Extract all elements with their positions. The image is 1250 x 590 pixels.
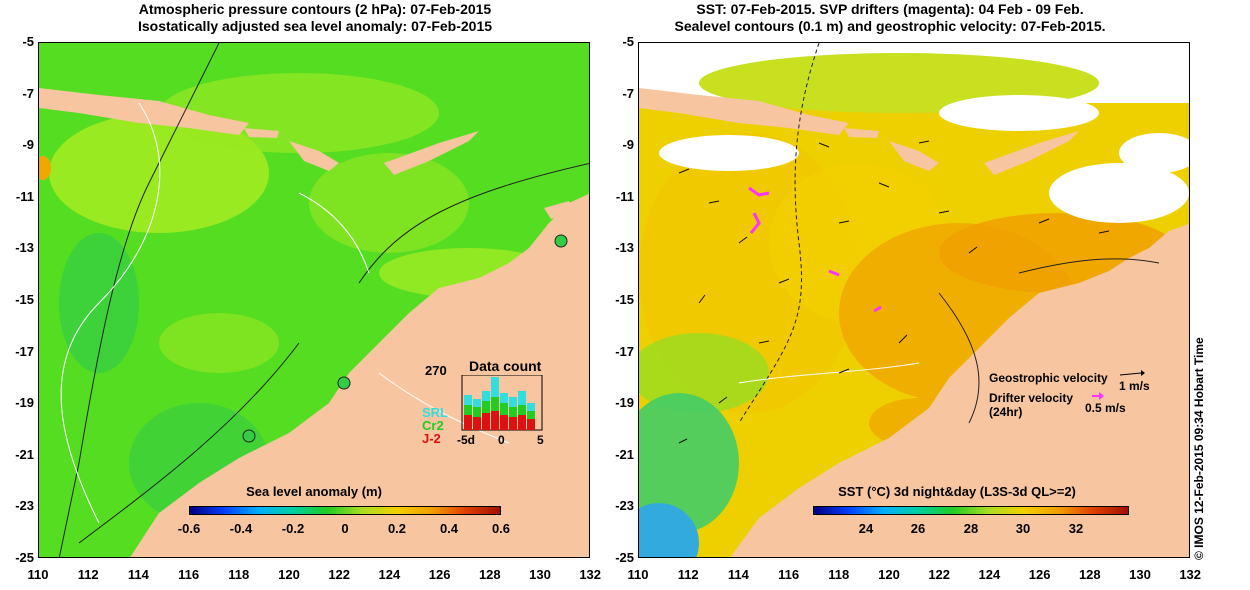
data-count-inset: 270 Data count SRL Cr2 J-2 -5d 0 5 bbox=[417, 355, 577, 465]
left-x-tick: 120 bbox=[278, 567, 300, 582]
right-y-tick: -21 bbox=[615, 446, 634, 462]
right-x-tick: 114 bbox=[727, 567, 749, 582]
sst-map[interactable]: Geostrophic velocity 1 m/s Drifter veloc… bbox=[638, 42, 1190, 558]
left-x-tick: 118 bbox=[228, 567, 250, 582]
satellite-srl-label: SRL bbox=[422, 405, 448, 420]
left-y-tick: -23 bbox=[15, 498, 34, 514]
left-x-tick: 122 bbox=[328, 567, 351, 582]
left-x-tick: 124 bbox=[378, 567, 401, 582]
left-x-tick: 112 bbox=[77, 567, 99, 582]
right-y-tick: -23 bbox=[615, 498, 634, 514]
satellite-j2-label: J-2 bbox=[422, 431, 441, 446]
right-y-tick: -19 bbox=[615, 395, 634, 411]
data-count-max: 270 bbox=[425, 363, 447, 378]
geostrophic-velocity-arrows bbox=[678, 140, 1110, 444]
left-y-tick: -19 bbox=[15, 395, 34, 411]
left-x-tick: 110 bbox=[27, 567, 49, 582]
right-title-line1: SST: 07-Feb-2015. SVP drifters (magenta)… bbox=[696, 1, 1084, 17]
drifter-velocity-label: Drifter velocity bbox=[989, 391, 1074, 405]
left-x-tick: 114 bbox=[127, 567, 149, 582]
sla-cbar-tick: 0.6 bbox=[491, 521, 511, 536]
sst-cbar-tick: 24 bbox=[858, 521, 874, 536]
data-count-xtick-start: -5d bbox=[457, 433, 475, 447]
right-x-tick: 116 bbox=[778, 567, 800, 582]
left-y-tick: -13 bbox=[15, 240, 34, 256]
sst-cbar-tick: 32 bbox=[1068, 521, 1084, 536]
data-count-title: Data count bbox=[469, 358, 542, 374]
data-count-histogram bbox=[461, 375, 543, 431]
right-map-title: SST: 07-Feb-2015. SVP drifters (magenta)… bbox=[610, 1, 1170, 35]
geostrophic-scale-arrow-icon bbox=[1119, 370, 1145, 376]
right-y-tick: -17 bbox=[615, 343, 634, 359]
left-y-tick: -15 bbox=[15, 292, 34, 307]
left-x-tick: 130 bbox=[529, 567, 551, 582]
right-y-tick: -25 bbox=[615, 550, 634, 565]
drifter-period-label: (24hr) bbox=[989, 405, 1023, 419]
sla-cbar-tick: 0 bbox=[341, 521, 349, 536]
sea-level-anomaly-map[interactable]: 270 Data count SRL Cr2 J-2 -5d 0 5 Sea l… bbox=[38, 42, 590, 558]
right-x-tick: 126 bbox=[1028, 567, 1051, 582]
right-y-tick: -5 bbox=[622, 34, 634, 49]
sla-cbar-tick: 0.2 bbox=[387, 521, 407, 536]
right-x-tick: 112 bbox=[677, 567, 699, 582]
drifter-scale-label: 0.5 m/s bbox=[1085, 401, 1126, 415]
sea-level-colorbar-label: Sea level anomaly (m) bbox=[246, 484, 382, 499]
right-y-tick: -11 bbox=[615, 188, 634, 204]
left-y-tick: -11 bbox=[15, 188, 34, 204]
sst-colorbar-label: SST (°C) 3d night&day (L3S-3d QL>=2) bbox=[838, 484, 1076, 499]
left-title-line2: Isostatically adjusted sea level anomaly… bbox=[137, 18, 493, 34]
sst-colorbar-ticks: 24 26 28 30 32 bbox=[813, 521, 1129, 539]
sst-cbar-tick: 28 bbox=[963, 521, 979, 536]
left-y-tick: -7 bbox=[22, 85, 34, 101]
right-x-tick: 132 bbox=[1179, 567, 1202, 582]
right-y-tick: -15 bbox=[615, 292, 634, 307]
geostrophic-velocity-label: Geostrophic velocity bbox=[989, 371, 1108, 385]
left-y-tick: -21 bbox=[15, 446, 34, 462]
right-y-tick: -7 bbox=[622, 85, 634, 101]
geostrophic-scale-label: 1 m/s bbox=[1119, 379, 1150, 393]
sea-level-colorbar bbox=[189, 506, 501, 515]
left-map-title: Atmospheric pressure contours (2 hPa): 0… bbox=[40, 1, 590, 35]
data-count-xtick-zero: 0 bbox=[498, 433, 505, 447]
left-y-tick: -9 bbox=[22, 137, 34, 153]
right-x-tick: 120 bbox=[878, 567, 900, 582]
left-y-tick: -5 bbox=[22, 34, 34, 49]
right-x-tick: 118 bbox=[828, 567, 850, 582]
left-x-tick: 128 bbox=[478, 567, 501, 582]
slа-cbar-tick: -0.6 bbox=[177, 521, 201, 536]
left-y-tick: -17 bbox=[15, 343, 34, 359]
right-x-tick: 128 bbox=[1078, 567, 1101, 582]
left-x-tick: 116 bbox=[178, 567, 200, 582]
sea-level-colorbar-ticks: -0.6 -0.4 -0.2 0 0.2 0.4 0.6 bbox=[169, 521, 521, 539]
sla-cbar-tick: 0.4 bbox=[439, 521, 459, 536]
left-x-tick: 132 bbox=[579, 567, 602, 582]
satellite-cr2-label: Cr2 bbox=[422, 418, 444, 433]
right-x-tick: 130 bbox=[1129, 567, 1151, 582]
right-title-line2: Sealevel contours (0.1 m) and geostrophi… bbox=[674, 18, 1106, 34]
right-y-tick: -13 bbox=[615, 240, 634, 256]
data-count-xtick-end: 5 bbox=[537, 433, 544, 447]
sst-map-svg bbox=[639, 43, 1189, 557]
sla-cbar-tick: -0.4 bbox=[229, 521, 253, 536]
right-x-tick: 110 bbox=[627, 567, 649, 582]
sst-colorbar bbox=[813, 506, 1129, 515]
drifter-scale-arrow-icon bbox=[1092, 392, 1104, 400]
right-x-tick: 122 bbox=[928, 567, 951, 582]
sst-cbar-tick: 30 bbox=[1015, 521, 1031, 536]
imos-credit: © IMOS 12-Feb-2015 09:34 Hobart Time bbox=[1192, 337, 1206, 560]
left-title-line1: Atmospheric pressure contours (2 hPa): 0… bbox=[138, 1, 492, 17]
right-y-tick: -9 bbox=[622, 137, 634, 153]
left-y-tick: -25 bbox=[15, 550, 34, 565]
sst-cbar-tick: 26 bbox=[910, 521, 926, 536]
sla-cbar-tick: -0.2 bbox=[281, 521, 305, 536]
right-x-tick: 124 bbox=[978, 567, 1001, 582]
sea-level-anomaly-map-svg bbox=[39, 43, 589, 557]
left-x-tick: 126 bbox=[428, 567, 451, 582]
